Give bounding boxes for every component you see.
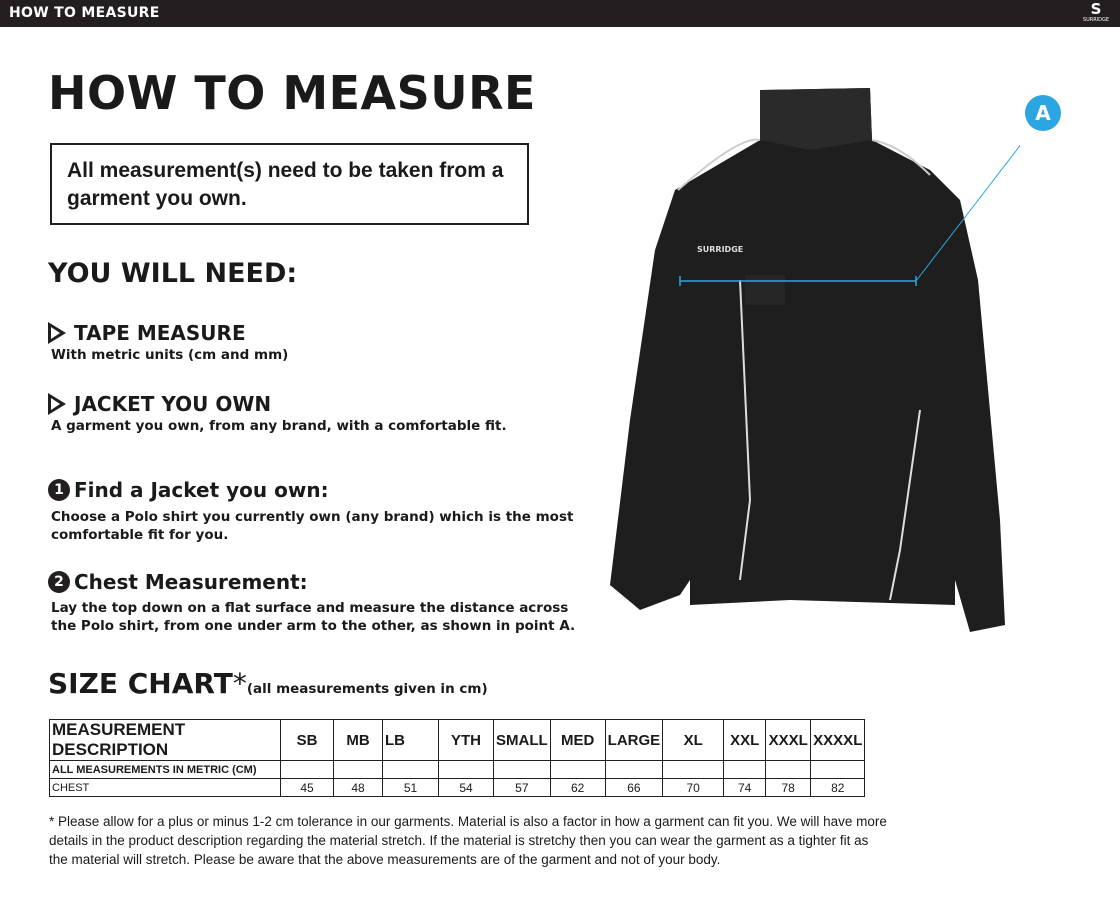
cell: 51 — [382, 778, 439, 797]
step-2-heading: 2 Chest Measurement: — [48, 570, 308, 594]
cell: 70 — [662, 778, 725, 797]
size-chart-heading: SIZE CHART*(all measurements given in cm… — [48, 667, 488, 700]
size-chart-note: (all measurements given in cm) — [246, 681, 488, 697]
need-item-title: JACKET YOU OWN — [74, 392, 272, 416]
jacket-image: SURRIDGE — [610, 88, 1020, 632]
header-cell: YTH — [438, 719, 494, 761]
cell: 78 — [765, 778, 812, 797]
header-title: HOW TO MEASURE — [9, 5, 160, 21]
header-cell: XXL — [723, 719, 767, 761]
size-chart-title: SIZE CHART — [48, 667, 233, 700]
need-item-desc: A garment you own, from any brand, with … — [51, 418, 507, 434]
header-cell: MEASUREMENT DESCRIPTION — [49, 719, 281, 761]
header-cell: LARGE — [604, 719, 664, 761]
asterisk: * — [232, 667, 247, 700]
header-cell: XL — [662, 719, 725, 761]
cell: 62 — [549, 778, 606, 797]
step-1-heading: 1 Find a Jacket you own: — [48, 478, 329, 502]
need-item-jacket: JACKET YOU OWN — [48, 392, 271, 416]
table-header-row: MEASUREMENT DESCRIPTION SB MB LB YTH SMA… — [49, 719, 866, 761]
step-number-icon: 2 — [48, 571, 70, 593]
cell: 74 — [723, 778, 767, 797]
jacket-logo: SURRIDGE — [697, 245, 743, 254]
metric-label: ALL MEASUREMENTS IN METRIC (CM) — [49, 760, 281, 779]
cell: 48 — [333, 778, 383, 797]
step-1-desc: Choose a Polo shirt you currently own (a… — [51, 509, 574, 543]
play-arrow-icon — [48, 322, 66, 344]
table-row: CHEST 45 48 51 54 57 62 66 70 74 78 82 — [49, 778, 866, 797]
header-cell: SB — [280, 719, 334, 761]
surridge-logo: S SURRIDGE — [1082, 0, 1110, 24]
footnote: * Please allow for a plus or minus 1-2 c… — [49, 814, 887, 867]
need-item-tape: TAPE MEASURE — [48, 321, 246, 345]
header-cell: XXXL — [765, 719, 812, 761]
step-number-icon: 1 — [48, 479, 70, 501]
cell: 54 — [438, 778, 494, 797]
header-cell: MB — [333, 719, 383, 761]
metric-row: ALL MEASUREMENTS IN METRIC (CM) — [49, 760, 866, 779]
header-cell: LB — [382, 719, 439, 761]
header-cell: SMALL — [493, 719, 551, 761]
notice-box: All measurement(s) need to be taken from… — [50, 143, 529, 225]
header-cell: XXXXL — [810, 719, 866, 761]
cell: 66 — [604, 778, 664, 797]
need-item-desc: With metric units (cm and mm) — [51, 347, 289, 363]
cell: 82 — [810, 778, 866, 797]
cell: 45 — [280, 778, 334, 797]
top-bar: HOW TO MEASURE S SURRIDGE — [0, 0, 1120, 27]
header-cell: MED — [549, 719, 606, 761]
point-a-marker: A — [1025, 95, 1061, 131]
page-title: HOW TO MEASURE — [48, 66, 536, 120]
you-will-need-heading: YOU WILL NEED: — [48, 258, 298, 289]
step-title: Find a Jacket you own: — [74, 478, 329, 502]
pointer-line — [915, 144, 1020, 282]
row-label: CHEST — [49, 778, 281, 797]
step-2-desc: Lay the top down on a flat surface and m… — [51, 600, 576, 634]
size-chart-table: MEASUREMENT DESCRIPTION SB MB LB YTH SMA… — [49, 719, 866, 797]
need-item-title: TAPE MEASURE — [74, 321, 246, 345]
step-title: Chest Measurement: — [74, 570, 308, 594]
cell: 57 — [493, 778, 551, 797]
play-arrow-icon — [48, 393, 66, 415]
